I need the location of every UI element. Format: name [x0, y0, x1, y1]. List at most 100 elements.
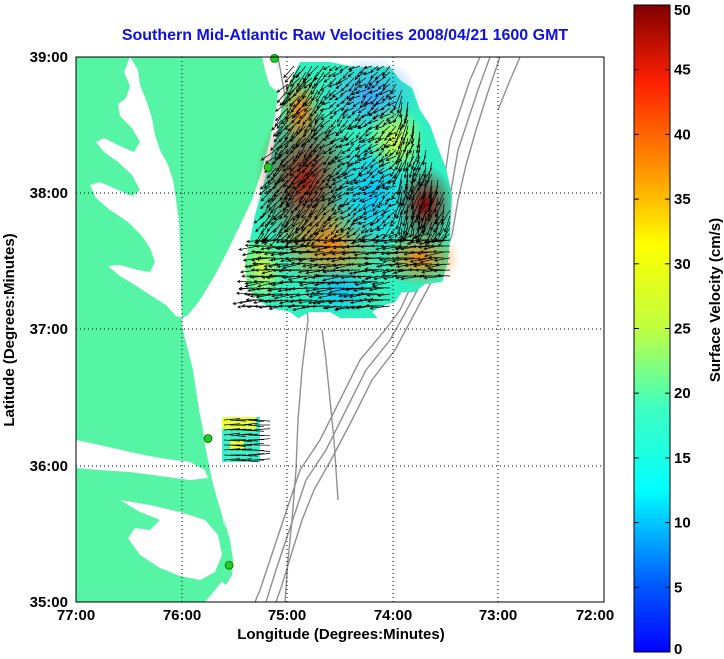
velocity-arrow	[389, 107, 397, 114]
velocity-arrow	[347, 203, 355, 211]
velocity-arrow	[355, 89, 367, 94]
velocity-arrow	[247, 424, 265, 428]
velocity-arrow	[386, 101, 397, 107]
velocity-arrow	[385, 197, 397, 202]
velocity-arrow	[334, 95, 343, 101]
velocity-arrow	[229, 448, 247, 451]
velocity-arrow	[357, 125, 367, 130]
velocity-arrow	[364, 267, 385, 271]
velocity-arrow	[243, 292, 258, 296]
velocity-arrow	[364, 77, 373, 89]
velocity-arrow	[408, 161, 415, 179]
velocity-arrow	[354, 113, 361, 122]
velocity-arrow	[347, 149, 355, 159]
velocity-arrow	[303, 77, 319, 89]
velocity-arrow	[247, 263, 265, 269]
velocity-arrow	[400, 191, 409, 206]
velocity-arrow	[417, 257, 433, 262]
velocity-arrow	[425, 239, 445, 244]
velocity-arrow	[288, 191, 301, 201]
velocity-arrow	[394, 221, 403, 239]
velocity-arrow	[337, 203, 343, 211]
velocity-arrow	[276, 263, 295, 269]
velocity-arrow	[313, 263, 331, 267]
velocity-arrow	[310, 191, 319, 203]
velocity-arrow	[304, 119, 313, 133]
velocity-arrow	[367, 83, 373, 91]
velocity-arrow	[276, 83, 289, 93]
velocity-arrow	[343, 107, 355, 113]
colorbar-tick-label: 0	[674, 641, 682, 658]
velocity-arrow	[374, 125, 385, 130]
velocity-arrow	[223, 454, 241, 457]
colorbar-label: Surface Velocity (cm/s)	[707, 218, 724, 382]
velocity-arrow	[377, 83, 385, 90]
velocity-arrow	[287, 227, 301, 239]
velocity-arrow	[255, 244, 271, 248]
velocity-arrow	[358, 137, 367, 144]
velocity-arrow	[295, 221, 307, 235]
velocity-arrow	[395, 137, 403, 156]
velocity-arrow	[292, 249, 313, 253]
velocity-arrow	[304, 155, 319, 168]
velocity-arrow	[247, 442, 265, 446]
velocity-arrow	[278, 143, 289, 157]
velocity-arrow	[316, 299, 337, 305]
velocity-arrow	[367, 119, 379, 125]
velocity-arrow	[382, 221, 391, 227]
velocity-arrow	[324, 89, 331, 100]
velocity-arrow	[275, 137, 289, 151]
velocity-arrow	[241, 418, 259, 421]
velocity-arrow	[385, 113, 397, 121]
velocity-arrow	[287, 119, 301, 132]
velocity-arrow	[246, 293, 265, 297]
velocity-arrow	[292, 149, 301, 163]
velocity-arrow	[395, 203, 403, 220]
velocity-arrow	[322, 137, 331, 141]
velocity-arrow	[361, 239, 379, 244]
velocity-arrow	[267, 167, 277, 179]
velocity-arrow	[310, 233, 325, 246]
velocity-arrow	[331, 292, 349, 296]
velocity-arrow	[313, 227, 325, 236]
velocity-arrow	[297, 77, 313, 90]
y-axis: 39:00 38:00 37:00 36:00 35:00 Latitude (…	[1, 49, 68, 611]
velocity-arrow	[354, 215, 367, 222]
velocity-arrow	[395, 155, 403, 171]
velocity-arrow	[424, 263, 439, 268]
velocity-arrow	[264, 185, 277, 194]
velocity-arrow	[396, 149, 403, 164]
velocity-arrow	[287, 83, 301, 96]
velocity-arrow	[444, 215, 451, 233]
velocity-arrow	[368, 287, 385, 292]
velocity-arrow	[284, 221, 301, 233]
velocity-arrow	[396, 95, 403, 114]
velocity-arrow	[269, 203, 283, 214]
velocity-arrow	[274, 149, 283, 161]
velocity-arrow	[244, 263, 259, 268]
velocity-arrow	[397, 179, 403, 195]
velocity-arrow	[369, 227, 379, 232]
velocity-arrow	[440, 209, 451, 226]
velocity-arrow	[287, 179, 301, 189]
velocity-arrow	[346, 89, 355, 100]
velocity-arrow	[358, 185, 367, 190]
velocity-arrow	[343, 131, 349, 140]
velocity-arrow	[295, 209, 307, 219]
velocity-arrow	[235, 444, 253, 446]
velocity-arrow	[378, 161, 385, 168]
velocity-arrow	[396, 185, 403, 205]
velocity-arrow	[414, 203, 427, 224]
velocity-arrow	[267, 191, 277, 204]
velocity-arrow	[229, 428, 247, 431]
velocity-arrow	[382, 65, 391, 77]
velocity-arrow	[408, 185, 415, 202]
velocity-arrow	[241, 433, 259, 436]
y-tick-label: 35:00	[30, 594, 68, 611]
velocity-arrow	[364, 227, 373, 233]
velocity-arrow	[282, 263, 301, 269]
velocity-arrow	[311, 304, 331, 308]
velocity-arrow	[380, 155, 391, 162]
map-plot-area	[75, 53, 605, 603]
velocity-arrow	[282, 161, 295, 172]
